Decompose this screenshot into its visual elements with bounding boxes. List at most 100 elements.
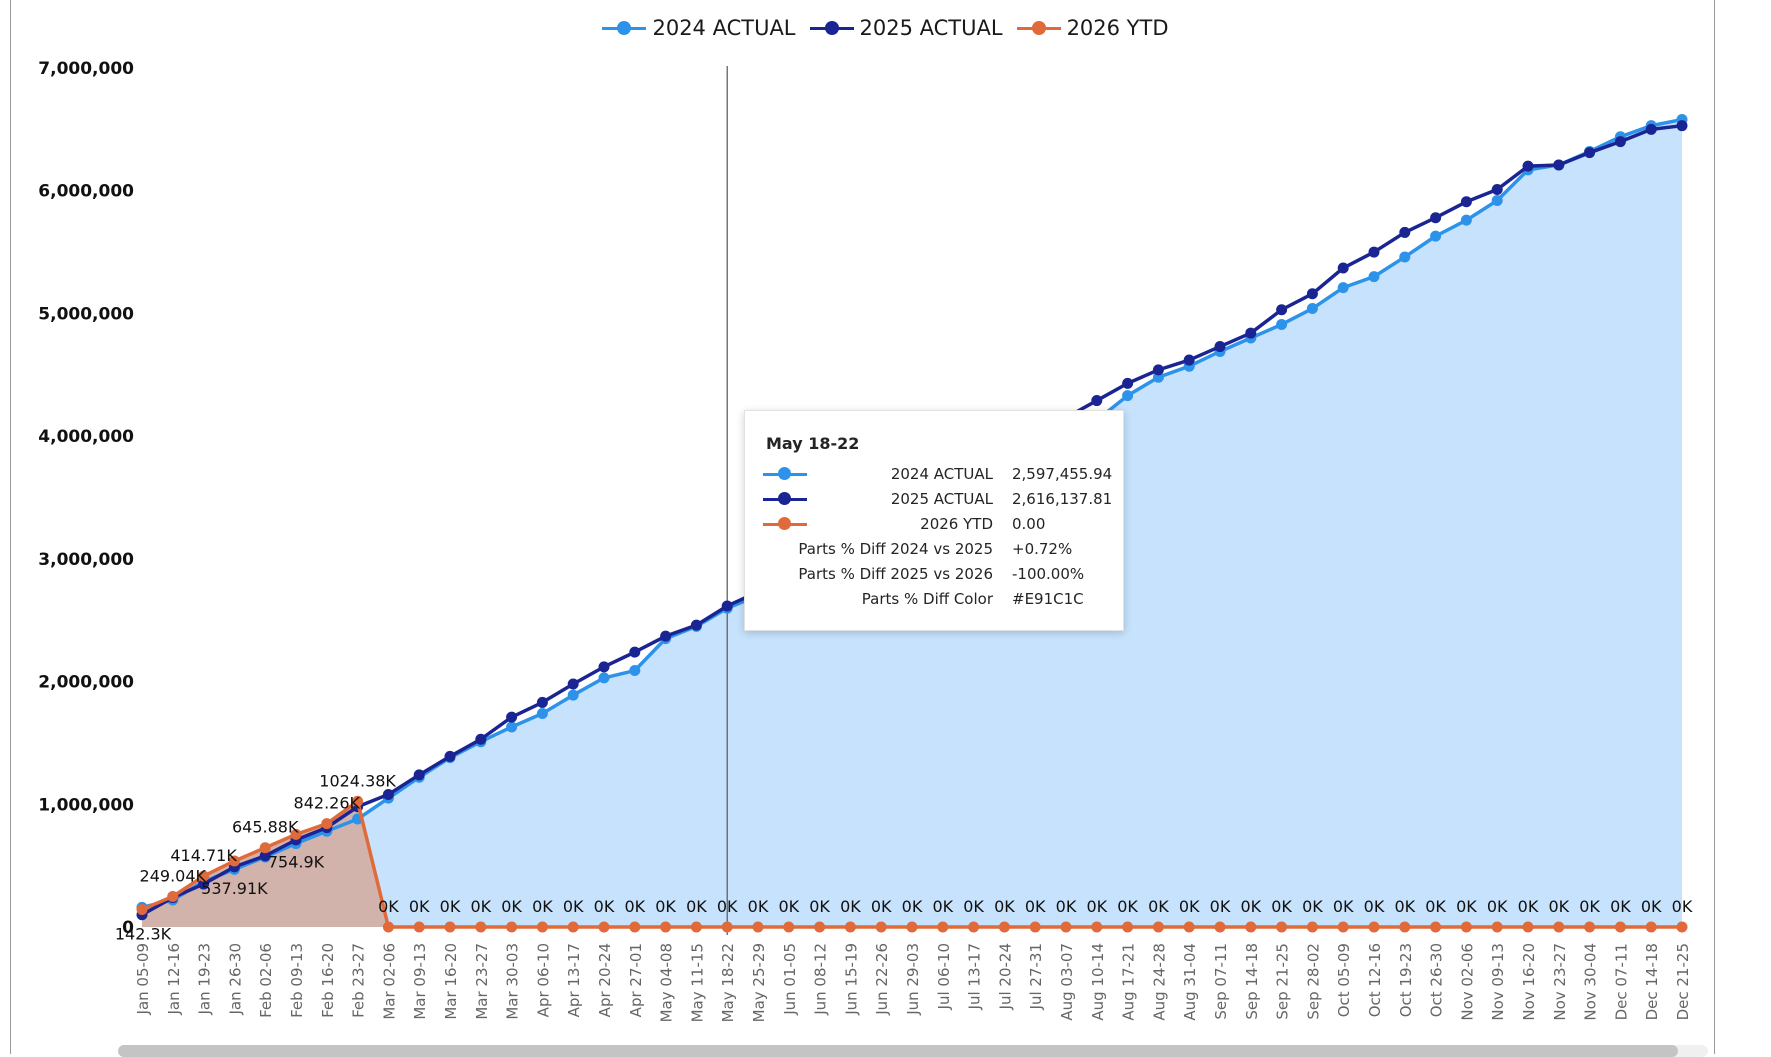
data-label-2026: 0K — [1425, 897, 1446, 916]
x-tick-label: Nov 16-20 — [1520, 943, 1538, 1021]
tooltip-row: Parts % Diff 2025 vs 2026 -100.00% — [745, 563, 1123, 585]
x-tick-label: Apr 13-17 — [565, 943, 583, 1017]
data-point-2026 — [1245, 921, 1257, 933]
legend-item-2026[interactable]: 2026 YTD — [1016, 16, 1169, 40]
y-tick-label: 2,000,000 — [38, 673, 134, 693]
data-point-2026 — [1337, 921, 1349, 933]
tooltip-row-value: 2,597,455.94 — [1012, 465, 1113, 483]
data-label-2026: 0K — [717, 897, 738, 916]
x-tick-label: Oct 12-16 — [1366, 943, 1384, 1017]
tooltip-series-swatch — [763, 517, 807, 531]
data-label-2026: 842.26K — [294, 794, 361, 813]
data-point-2026 — [352, 795, 364, 807]
data-point-2026 — [1399, 921, 1411, 933]
data-point-2026 — [1584, 921, 1596, 933]
legend-swatch-2025 — [809, 20, 854, 36]
legend-swatch-2026 — [1016, 20, 1061, 36]
data-point-2026 — [721, 921, 733, 933]
data-point-2025 — [1122, 377, 1134, 389]
x-tick-label: Sep 21-25 — [1274, 943, 1292, 1020]
x-tick-label: Dec 07-11 — [1612, 943, 1630, 1020]
tooltip-row-label: Parts % Diff Color — [861, 590, 993, 608]
data-point-2026 — [1676, 921, 1688, 933]
data-point-2024 — [598, 672, 610, 684]
data-label-2026: 645.88K — [232, 818, 299, 837]
data-label-2026: 0K — [1641, 897, 1662, 916]
data-label-2026: 0K — [994, 897, 1015, 916]
data-point-2026 — [906, 921, 918, 933]
tooltip-row-label: 2026 YTD — [920, 515, 993, 533]
x-tick-label: Nov 02-06 — [1458, 943, 1476, 1021]
data-label-2026: 1024.38K — [319, 771, 396, 790]
x-tick-label: May 11-15 — [688, 943, 706, 1022]
x-tick-label: Sep 07-11 — [1212, 943, 1230, 1020]
data-point-2024 — [1399, 251, 1411, 263]
data-point-2025 — [1245, 327, 1257, 339]
x-tick-label: Sep 28-02 — [1304, 943, 1322, 1020]
data-point-2026 — [752, 921, 764, 933]
x-tick-label: May 04-08 — [658, 943, 676, 1022]
data-label-2026: 0K — [1364, 897, 1385, 916]
data-point-2026 — [968, 921, 980, 933]
x-tick-label: Oct 19-23 — [1397, 943, 1415, 1017]
tooltip-row: Parts % Diff 2024 vs 2025 +0.72% — [745, 538, 1123, 560]
data-point-2025 — [475, 733, 487, 745]
x-tick-label: Apr 20-24 — [596, 943, 614, 1017]
data-point-2026 — [660, 921, 672, 933]
tooltip-row-value: #E91C1C — [1012, 590, 1084, 608]
data-label-2026: 0K — [409, 897, 430, 916]
x-tick-label: Jun 22-26 — [873, 943, 891, 1016]
data-label-2026: 0K — [1086, 897, 1107, 916]
tooltip-row-label: Parts % Diff 2025 vs 2026 — [798, 565, 993, 583]
x-tick-label: Jul 20-24 — [996, 943, 1014, 1010]
scrollbar-thumb[interactable] — [118, 1045, 1678, 1057]
data-label-2026: 414.71K — [170, 846, 237, 865]
x-tick-label: Oct 05-09 — [1335, 943, 1353, 1017]
data-point-2025 — [382, 788, 394, 800]
tooltip-series-swatch — [763, 467, 807, 481]
horizontal-scrollbar[interactable] — [118, 1045, 1708, 1057]
data-point-2025 — [413, 769, 425, 781]
y-tick-label: 6,000,000 — [38, 182, 134, 202]
x-tick-label: Jul 27-31 — [1027, 943, 1045, 1010]
y-tick-label: 4,000,000 — [38, 427, 134, 447]
data-point-2025 — [1399, 226, 1411, 238]
data-point-2026 — [475, 921, 487, 933]
x-tick-label: Aug 24-28 — [1150, 943, 1168, 1021]
data-label-2026: 0K — [1394, 897, 1415, 916]
legend-swatch-2024 — [602, 20, 647, 36]
data-point-2026 — [1460, 921, 1472, 933]
data-point-2025 — [1276, 304, 1288, 316]
legend-item-2025[interactable]: 2025 ACTUAL — [809, 16, 1003, 40]
x-tick-label: Jan 05-09 — [134, 943, 152, 1015]
data-point-2024 — [506, 721, 518, 733]
tooltip-row: 2026 YTD 0.00 — [745, 513, 1123, 535]
data-label-2026: 0K — [778, 897, 799, 916]
data-point-2024 — [1430, 230, 1442, 242]
tooltip-row-value: +0.72% — [1012, 540, 1073, 558]
data-point-2026 — [1614, 921, 1626, 933]
data-point-2026 — [1183, 921, 1195, 933]
y-tick-label: 3,000,000 — [38, 550, 134, 570]
data-point-2025 — [1676, 120, 1688, 132]
data-label-2026: 0K — [594, 897, 615, 916]
x-tick-label: Jun 01-05 — [781, 943, 799, 1016]
data-label-2026: 0K — [1302, 897, 1323, 916]
data-point-2025 — [690, 619, 702, 631]
x-tick-label: Sep 14-18 — [1243, 943, 1261, 1020]
data-point-2025 — [444, 750, 456, 762]
tooltip-row: Parts % Diff Color #E91C1C — [745, 588, 1123, 610]
data-point-2025 — [1614, 136, 1626, 148]
data-label-2026: 0K — [1548, 897, 1569, 916]
legend-item-2024[interactable]: 2024 ACTUAL — [602, 16, 796, 40]
data-point-2026 — [1553, 921, 1565, 933]
data-label-2026: 0K — [1179, 897, 1200, 916]
data-point-2026 — [690, 921, 702, 933]
x-tick-label: Nov 09-13 — [1489, 943, 1507, 1021]
data-point-2026 — [413, 921, 425, 933]
tooltip-series-swatch — [763, 492, 807, 506]
data-point-2026 — [228, 855, 240, 867]
data-label-2026: 249.04K — [140, 866, 207, 885]
